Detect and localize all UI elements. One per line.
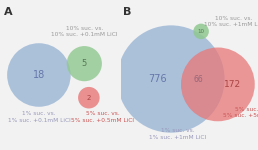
Text: 1% suc. vs.
1% suc. +1mM LiCl: 1% suc. vs. 1% suc. +1mM LiCl <box>149 128 206 140</box>
Circle shape <box>78 87 100 108</box>
Circle shape <box>181 48 255 121</box>
Text: 10: 10 <box>198 29 205 34</box>
Text: 2: 2 <box>87 95 91 101</box>
Text: 776: 776 <box>148 74 167 84</box>
Text: 18: 18 <box>33 70 45 80</box>
Text: B: B <box>123 7 131 17</box>
Text: 10% suc. vs.
10% suc. +1mM LiCl: 10% suc. vs. 10% suc. +1mM LiCl <box>204 16 258 27</box>
Text: 5% suc. vs.
5% suc. +5mM LiCl: 5% suc. vs. 5% suc. +5mM LiCl <box>223 107 258 118</box>
Text: 10% suc. vs.
10% suc. +0.1mM LiCl: 10% suc. vs. 10% suc. +0.1mM LiCl <box>51 26 118 38</box>
Text: 1% suc. vs.
1% suc. +0.1mM LiCl: 1% suc. vs. 1% suc. +0.1mM LiCl <box>7 111 70 123</box>
Text: 5% suc. vs.
5% suc. +0.5mM LiCl: 5% suc. vs. 5% suc. +0.5mM LiCl <box>71 111 134 123</box>
Text: 5: 5 <box>82 59 87 68</box>
Text: A: A <box>4 7 12 17</box>
Text: 66: 66 <box>194 75 203 84</box>
Circle shape <box>193 24 209 39</box>
Circle shape <box>67 46 102 81</box>
Circle shape <box>117 25 224 133</box>
Circle shape <box>7 43 71 107</box>
Text: 172: 172 <box>224 80 241 89</box>
